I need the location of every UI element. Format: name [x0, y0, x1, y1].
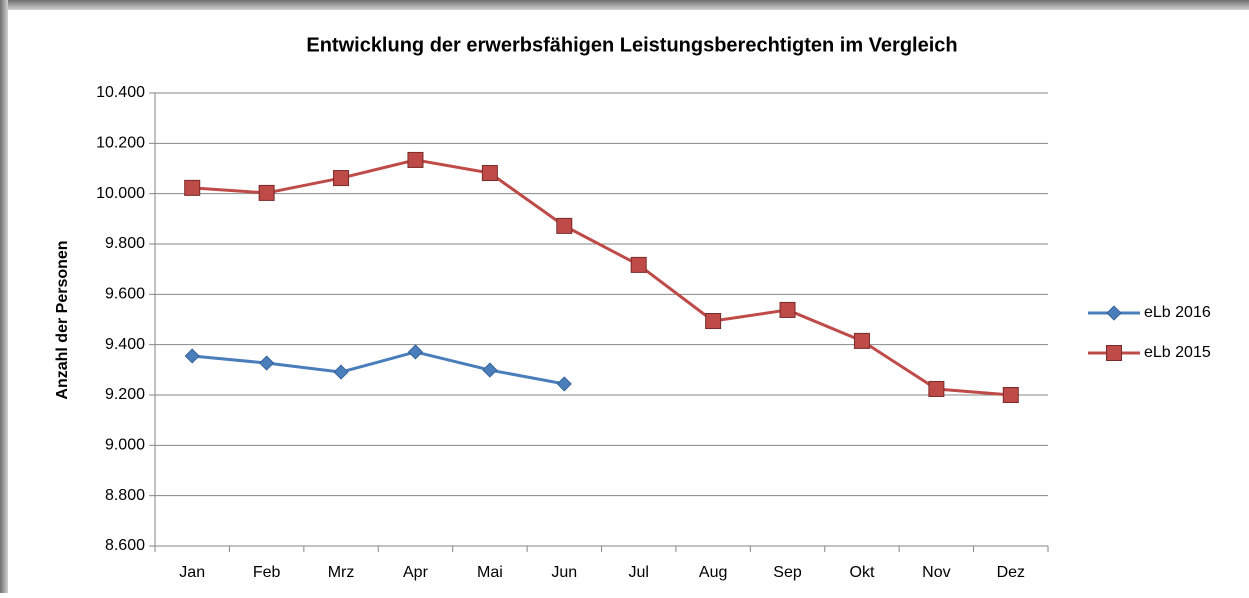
- legend-label: eLb 2016: [1144, 304, 1211, 321]
- data-point: [333, 170, 350, 187]
- x-tick-label: Sep: [773, 564, 802, 581]
- data-point: [556, 217, 573, 234]
- frame-edge: [0, 0, 8, 593]
- x-tick-label: Nov: [922, 564, 950, 581]
- data-point: [705, 313, 722, 330]
- y-tick-label: 10.400: [96, 84, 145, 101]
- frame-edge: [0, 0, 1249, 10]
- data-point: [259, 355, 275, 371]
- data-point: [184, 179, 201, 196]
- legend-marker: [1106, 305, 1122, 321]
- y-tick-label: 9.200: [105, 386, 145, 403]
- data-point: [779, 301, 796, 318]
- data-point: [407, 151, 424, 168]
- data-point: [1002, 387, 1019, 403]
- x-tick-label: Jul: [628, 564, 648, 581]
- legend-marker: [1106, 345, 1122, 361]
- x-tick-label: Mrz: [328, 564, 355, 581]
- x-tick-label: Dez: [997, 564, 1025, 581]
- x-tick-label: Aug: [699, 564, 727, 581]
- y-tick-label: 8.600: [105, 537, 145, 554]
- x-tick-label: Jan: [179, 564, 205, 581]
- data-point: [333, 364, 349, 380]
- x-tick-label: Jun: [551, 564, 577, 581]
- data-point: [258, 184, 275, 201]
- data-point: [184, 348, 200, 364]
- data-point: [928, 380, 945, 397]
- x-tick-label: Mai: [477, 564, 503, 581]
- x-tick-label: Apr: [403, 564, 429, 581]
- y-tick-label: 10.000: [96, 185, 145, 202]
- y-tick-label: 9.000: [105, 437, 145, 454]
- y-tick-label: 9.800: [105, 235, 145, 252]
- legend-label: eLb 2015: [1144, 344, 1211, 361]
- chart-area: [8, 10, 1249, 593]
- chart-title: Entwicklung der erwerbsfähigen Leistungs…: [306, 34, 957, 56]
- y-axis-title: Anzahl der Personen: [54, 240, 71, 399]
- series-line: [192, 350, 565, 386]
- y-tick-label: 9.600: [105, 286, 145, 303]
- data-point: [482, 362, 498, 378]
- data-point: [556, 376, 572, 392]
- data-point: [407, 344, 424, 360]
- series-line: [192, 158, 1011, 397]
- data-point: [630, 256, 647, 273]
- y-tick-label: 10.200: [96, 135, 145, 152]
- data-point: [853, 332, 870, 349]
- data-point: [481, 165, 498, 182]
- y-tick-label: 8.800: [105, 487, 145, 504]
- x-tick-label: Feb: [253, 564, 281, 581]
- y-tick-label: 9.400: [105, 336, 145, 353]
- x-tick-label: Okt: [850, 564, 875, 581]
